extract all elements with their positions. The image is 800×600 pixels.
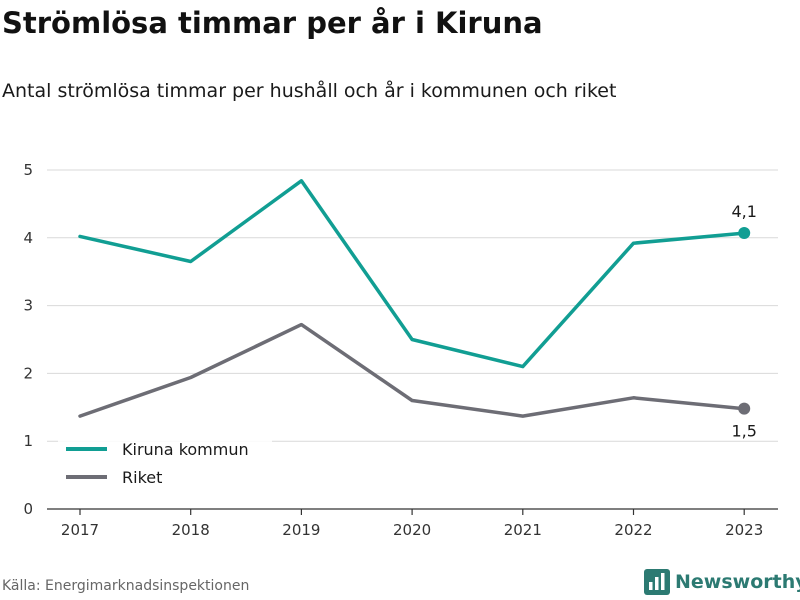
end-marker-riket xyxy=(738,402,751,415)
y-tick-label: 0 xyxy=(23,500,33,518)
newsworthy-logo-icon xyxy=(644,569,670,595)
y-tick-label: 5 xyxy=(23,161,33,179)
legend-background xyxy=(58,434,272,496)
x-tick-label: 2019 xyxy=(282,521,320,539)
x-tick-label: 2018 xyxy=(172,521,210,539)
end-label-riket: 1,5 xyxy=(731,422,756,441)
chart-title: Strömlösa timmar per år i Kiruna xyxy=(2,6,543,40)
x-tick-label: 2021 xyxy=(504,521,542,539)
y-tick-label: 4 xyxy=(23,229,33,247)
legend-label-riket: Riket xyxy=(122,468,162,487)
y-tick-label: 1 xyxy=(23,432,33,450)
x-tick-label: 2020 xyxy=(393,521,431,539)
y-tick-label: 3 xyxy=(23,297,33,315)
brand-name: Newsworthy xyxy=(675,571,800,593)
x-tick-label: 2022 xyxy=(614,521,652,539)
chart-subtitle: Antal strömlösa timmar per hushåll och å… xyxy=(2,80,617,102)
end-marker-kiruna xyxy=(738,227,751,240)
x-tick-label: 2017 xyxy=(61,521,99,539)
legend-label-kiruna: Kiruna kommun xyxy=(122,440,249,459)
series-line-kiruna xyxy=(78,179,746,369)
y-tick-label: 2 xyxy=(23,364,33,382)
end-label-kiruna: 4,1 xyxy=(731,202,756,221)
brand-logo: Newsworthy xyxy=(644,569,800,595)
x-tick-label: 2023 xyxy=(725,521,763,539)
series-line-riket xyxy=(78,322,746,418)
source-note: Källa: Energimarknadsinspektionen xyxy=(2,578,250,594)
